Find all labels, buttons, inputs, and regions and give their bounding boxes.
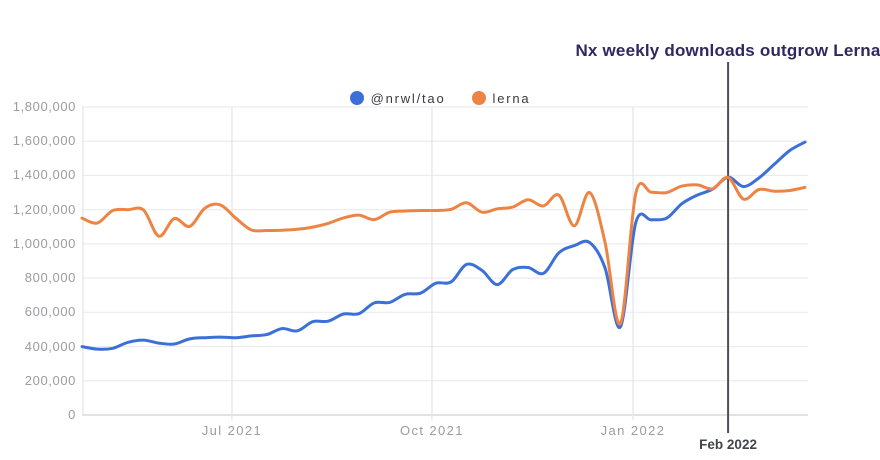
chart-title: Nx weekly downloads outgrow Lerna xyxy=(575,41,880,61)
annotation-label: Feb 2022 xyxy=(699,437,757,452)
legend-item--nrwl-tao[interactable]: @nrwl/tao xyxy=(349,90,446,106)
legend-series-dot xyxy=(471,91,486,105)
series-line--nrwl-tao xyxy=(80,140,807,351)
x-axis-label: Jul 2021 xyxy=(201,423,263,438)
y-axis-label: 0 xyxy=(68,407,76,422)
legend-series-label: lerna xyxy=(492,90,531,106)
y-axis-label: 600,000 xyxy=(24,304,76,320)
y-axis-label: 1,400,000 xyxy=(12,167,76,183)
y-axis-label: 400,000 xyxy=(24,338,76,354)
y-axis-label: 200,000 xyxy=(24,372,76,388)
series-line-lerna xyxy=(80,175,807,326)
legend-series-dot xyxy=(349,91,364,105)
y-axis-label: 800,000 xyxy=(24,270,76,286)
y-axis-label: 1,800,000 xyxy=(12,99,76,114)
y-axis-label: 1,200,000 xyxy=(12,201,76,217)
legend-item-lerna[interactable]: lerna xyxy=(471,90,531,106)
y-axis-label: 1,600,000 xyxy=(12,133,76,149)
y-axis-label: 1,000,000 xyxy=(12,235,76,251)
legend-series-label: @nrwl/tao xyxy=(370,90,446,106)
legend: @nrwl/tao lerna xyxy=(0,88,880,108)
x-axis-label: Oct 2021 xyxy=(399,423,464,438)
x-axis-label: Jan 2022 xyxy=(600,423,666,438)
